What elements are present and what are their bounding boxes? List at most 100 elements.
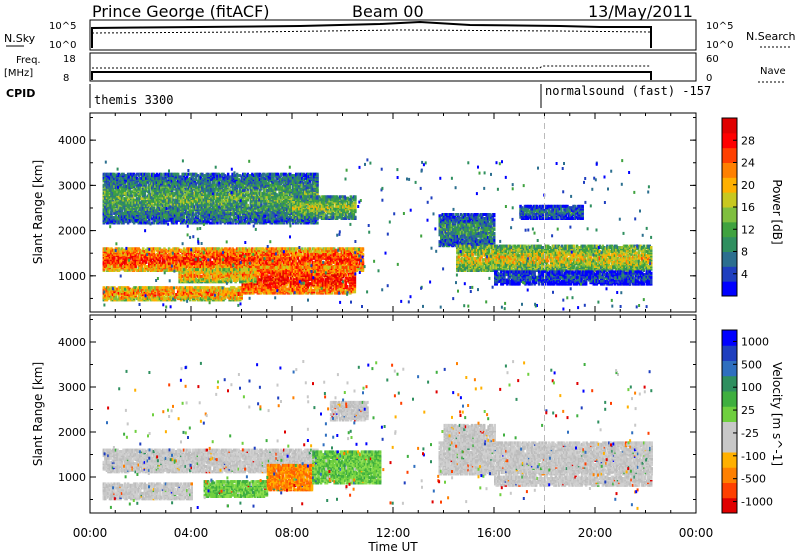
data-cell [178,295,181,299]
data-cell [354,247,357,251]
data-cell [286,278,290,282]
data-cell [169,286,172,290]
data-cell [232,256,236,260]
data-cell [361,247,365,251]
data-cell [241,265,244,269]
data-cell [104,247,107,251]
data-cell [267,255,271,259]
data-cell [199,250,203,253]
data-cell [178,254,181,258]
data-cell [244,286,247,290]
data-cell [262,279,266,283]
nsearch-tick-bottom: 10^0 [706,40,733,51]
data-cell [119,286,122,290]
data-cell [248,247,251,251]
data-cell [308,282,311,286]
data-cell [266,262,269,266]
data-cell [225,290,228,294]
data-cell [102,286,106,290]
data-cell [167,269,171,272]
data-cell [146,286,150,290]
data-cell [226,260,230,264]
data-cell [196,256,200,260]
data-cell [226,290,230,294]
data-cell [189,254,192,258]
data-cell [244,291,247,295]
data-cell [286,265,290,269]
data-cell [149,286,153,290]
nsky-trace [91,20,652,48]
data-cell [314,265,317,269]
data-cell [136,247,139,251]
data-cell [340,247,343,251]
data-cell [213,290,216,294]
data-cell [216,250,219,253]
data-cell [335,259,339,263]
data-cell [334,251,337,255]
data-cell [345,247,348,251]
data-cell [192,262,195,266]
data-cell [351,254,354,258]
data-cell [311,252,315,256]
data-cell [349,255,353,259]
data-cell [346,247,349,251]
data-cell [198,298,201,302]
data-cell [179,273,183,277]
data-cell [158,251,162,255]
data-cell [314,252,318,256]
data-cell [333,287,337,291]
data-cell [102,247,106,251]
data-cell [114,293,118,296]
data-cell [126,266,130,270]
data-cell [110,247,113,251]
data-cell [335,269,338,273]
data-cell [226,287,230,291]
data-cell [338,276,341,280]
data-cell [261,247,265,251]
data-cell [270,278,273,282]
data-cell [104,290,107,294]
data-cell [196,286,200,290]
data-cell [108,287,112,291]
data-cell [158,247,162,251]
data-cell [307,250,310,253]
data-cell [326,263,330,267]
data-cell [167,287,171,291]
data-cell [182,251,186,255]
data-cell [175,293,178,296]
data-cell [263,248,266,252]
data-cell [204,286,207,290]
data-cell [339,247,342,251]
data-cell [154,269,157,272]
data-cell [137,266,140,270]
data-cell [222,288,225,292]
data-cell [285,287,288,291]
data-cell [128,298,131,302]
data-cell [107,247,110,251]
data-cell [170,262,174,266]
data-cell [120,266,124,270]
data-cell [308,247,312,251]
data-cell [199,297,203,301]
data-cell [137,263,140,267]
data-cell [137,255,140,259]
data-cell [229,258,233,262]
data-cell [217,251,221,255]
data-cell [264,250,268,253]
data-cell [126,295,130,299]
data-cell [126,247,130,251]
data-cell [241,290,244,294]
data-cell [320,269,323,273]
data-cell [321,265,325,269]
data-cell [307,247,310,251]
data-cell [239,247,242,251]
data-cell [323,262,327,266]
data-cell [264,268,267,272]
data-cell [125,256,128,260]
data-cell [290,247,293,251]
data-cell [273,283,276,287]
data-cell [266,251,269,255]
data-cell [237,247,240,251]
data-cell [353,290,357,294]
data-cell [131,293,134,296]
